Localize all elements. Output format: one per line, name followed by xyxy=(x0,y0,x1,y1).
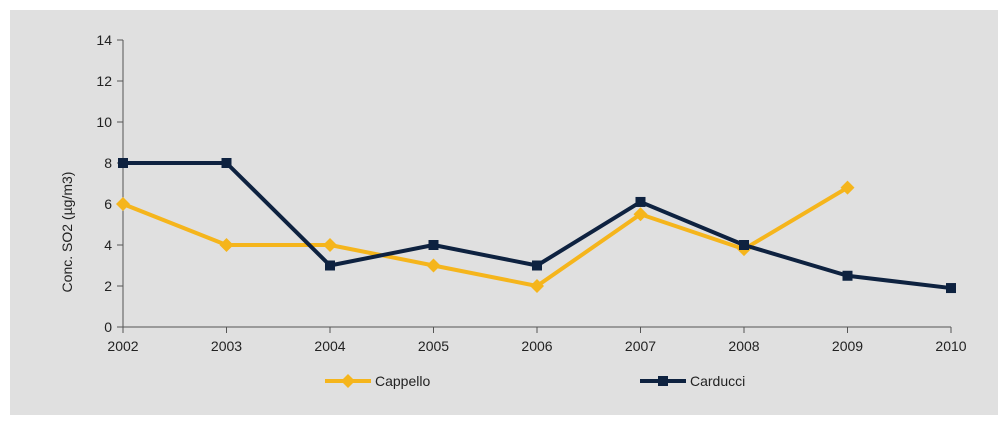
x-tick-label: 2006 xyxy=(521,338,552,354)
y-tick-label: 12 xyxy=(96,73,112,89)
x-tick-label: 2010 xyxy=(935,338,966,354)
data-point-carducci xyxy=(532,260,542,271)
y-tick-label: 4 xyxy=(104,237,112,253)
axes: 0 2 4 6 8 10 12 14 2002 2003 2004 2005 2006 2007 2008 2… xyxy=(96,32,966,354)
x-tick-label: 2002 xyxy=(107,338,138,354)
legend-swatch-marker xyxy=(341,374,355,388)
data-point-carducci xyxy=(325,260,335,271)
legend-label: Cappello xyxy=(375,373,430,389)
data-point-carducci xyxy=(946,283,956,294)
series-cappello xyxy=(116,180,855,293)
line-chart: 0 2 4 6 8 10 12 14 2002 2003 2004 2005 2006 2007 2008 2… xyxy=(59,32,967,389)
x-tick-label: 2009 xyxy=(832,338,863,354)
data-point-carducci xyxy=(635,196,646,207)
data-point-carducci xyxy=(221,158,232,168)
data-point-cappello xyxy=(219,238,234,252)
data-point-cappello xyxy=(323,238,337,252)
legend-swatch-marker xyxy=(658,376,668,386)
x-tick-label: 2005 xyxy=(418,338,449,354)
data-point-cappello xyxy=(633,207,648,222)
legend-item-cappello: Cappello xyxy=(325,373,430,389)
y-tick-label: 8 xyxy=(104,155,112,171)
y-tick-label: 0 xyxy=(104,319,112,335)
legend-item-carducci: Carducci xyxy=(640,373,745,389)
y-tick-label: 6 xyxy=(104,196,112,212)
data-point-carducci xyxy=(118,158,128,168)
data-point-cappello xyxy=(116,197,130,211)
data-point-cappello xyxy=(426,258,441,273)
series-layer xyxy=(116,158,956,294)
y-tick-label: 14 xyxy=(96,32,112,48)
legend: Cappello Carducci xyxy=(325,373,745,389)
legend-label: Carducci xyxy=(690,373,745,389)
series-carducci xyxy=(118,158,956,294)
data-point-carducci xyxy=(428,240,439,250)
data-point-carducci xyxy=(842,270,853,281)
x-tick-label: 2007 xyxy=(625,338,656,354)
chart-panel: 0 2 4 6 8 10 12 14 2002 2003 2004 2005 2006 2007 2008 2… xyxy=(10,10,998,415)
series-line-cappello xyxy=(122,185,849,288)
x-tick-label: 2008 xyxy=(728,338,759,354)
data-point-carducci xyxy=(739,240,749,250)
x-tick-label: 2004 xyxy=(314,338,345,354)
y-tick-label: 10 xyxy=(96,114,112,130)
y-axis-title: Conc. SO2 (µg/m3) xyxy=(59,172,75,293)
x-tick-label: 2003 xyxy=(211,338,242,354)
data-point-cappello xyxy=(840,180,855,195)
data-point-cappello xyxy=(530,279,544,293)
y-tick-label: 2 xyxy=(104,278,112,294)
